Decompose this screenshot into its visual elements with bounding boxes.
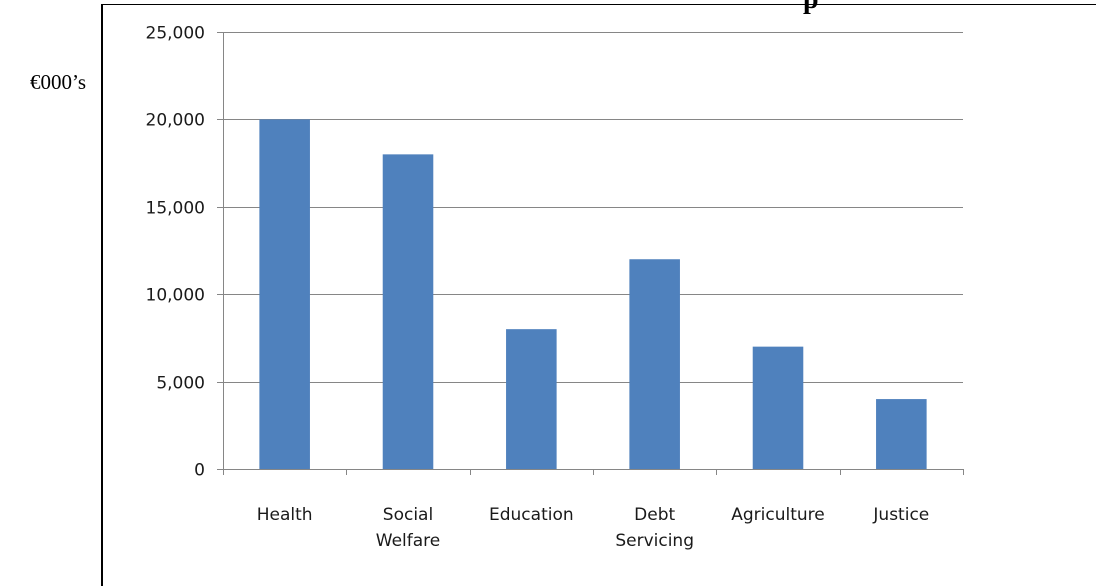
bar xyxy=(876,399,927,469)
y-tick-labels: 0 5,000 10,000 15,000 20,000 25,000 xyxy=(146,24,205,481)
bar xyxy=(629,259,680,469)
gridlines xyxy=(217,32,963,383)
chart-title-fragment: p xyxy=(803,0,819,16)
y-tick-label: 15,000 xyxy=(146,199,205,219)
x-tick-label: Education xyxy=(489,505,574,525)
x-tick-label: Health xyxy=(257,505,313,525)
y-tick-label: 20,000 xyxy=(146,111,205,131)
x-tick-label: Debt Servicing xyxy=(615,505,694,551)
y-axis-unit-label: €000’s xyxy=(30,70,87,94)
bar xyxy=(259,119,310,470)
axes xyxy=(217,32,964,475)
bar xyxy=(382,154,434,470)
y-tick-label: 10,000 xyxy=(146,286,205,306)
chart-frame xyxy=(101,4,1096,586)
x-tick-labels: Health Social Welfare Education Debt Servicin… xyxy=(257,505,930,551)
bar xyxy=(506,329,557,469)
x-tick-label: Social Welfare xyxy=(376,505,440,551)
bar xyxy=(752,346,804,469)
y-tick-label: 25,000 xyxy=(146,24,205,44)
x-tick-label: Justice xyxy=(872,505,929,525)
y-tick-label: 5,000 xyxy=(156,374,205,394)
x-tick-label: Agriculture xyxy=(731,505,825,525)
bars xyxy=(259,119,927,470)
y-tick-label: 0 xyxy=(194,461,205,481)
